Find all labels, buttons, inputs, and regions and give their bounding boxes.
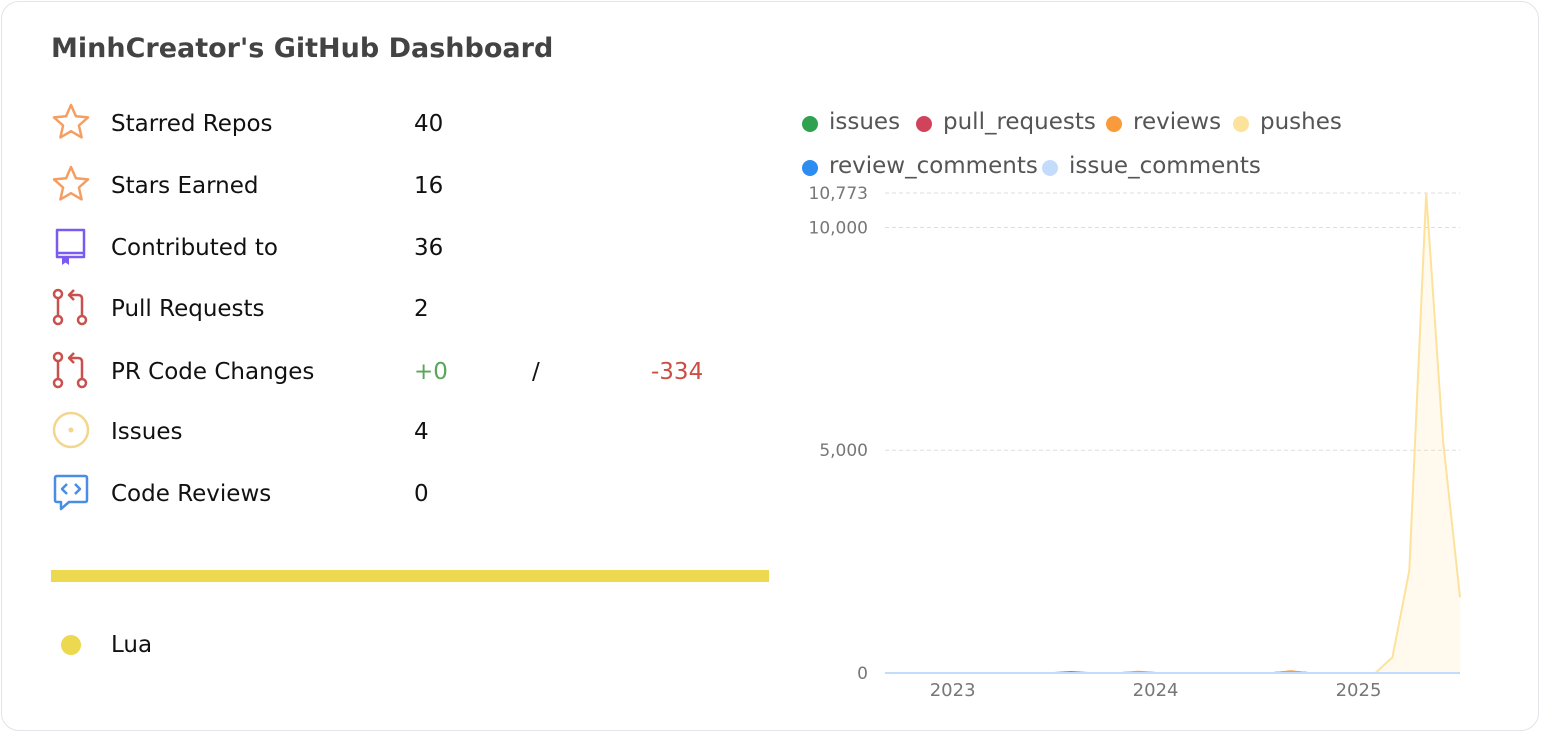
series-area-pushes: [885, 193, 1460, 673]
pull-request-icon: [52, 288, 88, 326]
pull-request-icon: [52, 351, 88, 389]
legend-label: issue_comments: [1069, 153, 1261, 179]
x-tick-label: 2024: [1133, 680, 1179, 701]
language-name: Lua: [111, 632, 153, 658]
x-tick-label: 2025: [1336, 680, 1382, 701]
stat-label: Code Reviews: [111, 481, 272, 507]
stat-value: 40: [414, 111, 444, 137]
stat-starred-repos: Starred Repos 40: [51, 102, 771, 142]
legend-dot: [1106, 116, 1122, 132]
language-color-dot: [61, 635, 81, 655]
additions-value: +0: [414, 359, 448, 385]
legend-dot: [916, 116, 932, 132]
stat-label: Issues: [111, 419, 183, 445]
legend-label: pull_requests: [943, 109, 1096, 135]
legend-dot: [802, 160, 818, 176]
legend-label: issues: [829, 109, 901, 135]
stat-contributed-to: Contributed to 36: [51, 226, 771, 266]
stat-label: Pull Requests: [111, 296, 265, 322]
legend-label: pushes: [1260, 109, 1342, 135]
stat-value: 36: [414, 235, 444, 261]
chart-legend: issues pull_requests reviews pushes revi…: [802, 102, 1502, 192]
x-tick-label: 2023: [930, 680, 976, 701]
activity-chart: 0 5,000 10,000 10,773 2023 2024 2025: [809, 184, 1461, 701]
y-tick-label: 5,000: [819, 441, 868, 461]
stat-value: 4: [414, 419, 429, 445]
stat-label: PR Code Changes: [111, 359, 315, 385]
dashboard-title: MinhCreator's GitHub Dashboard: [51, 33, 554, 64]
legend-label: reviews: [1133, 109, 1222, 135]
stat-value: 16: [414, 173, 444, 199]
stat-pr-code-changes: PR Code Changes +0 / -334: [51, 350, 771, 390]
stat-code-reviews: Code Reviews 0: [51, 472, 771, 512]
star-icon: [52, 103, 90, 139]
code-review-icon: [53, 474, 89, 511]
y-tick-label: 10,773: [809, 184, 868, 204]
stat-value: 0: [414, 481, 429, 507]
deletions-value: -334: [651, 359, 704, 385]
legend-dot: [802, 116, 818, 132]
language-bar: [51, 570, 769, 582]
legend-label: review_comments: [829, 153, 1038, 179]
stat-value: 2: [414, 296, 429, 322]
repo-icon: [55, 228, 86, 265]
stat-issues: Issues 4: [51, 410, 771, 450]
issue-icon: [52, 411, 90, 449]
stat-label: Stars Earned: [111, 173, 259, 199]
stat-label: Starred Repos: [111, 111, 273, 137]
legend-dot: [1233, 116, 1249, 132]
stat-stars-earned: Stars Earned 16: [51, 164, 771, 204]
legend-dot: [1042, 160, 1058, 176]
y-tick-label: 10,000: [809, 218, 868, 238]
separator: /: [532, 359, 540, 385]
stat-pull-requests: Pull Requests 2: [51, 287, 771, 327]
y-tick-label: 0: [857, 664, 868, 684]
star-icon: [52, 165, 90, 201]
series-line-pushes: [885, 192, 1461, 674]
stat-label: Contributed to: [111, 235, 278, 261]
language-item: Lua: [51, 628, 451, 662]
